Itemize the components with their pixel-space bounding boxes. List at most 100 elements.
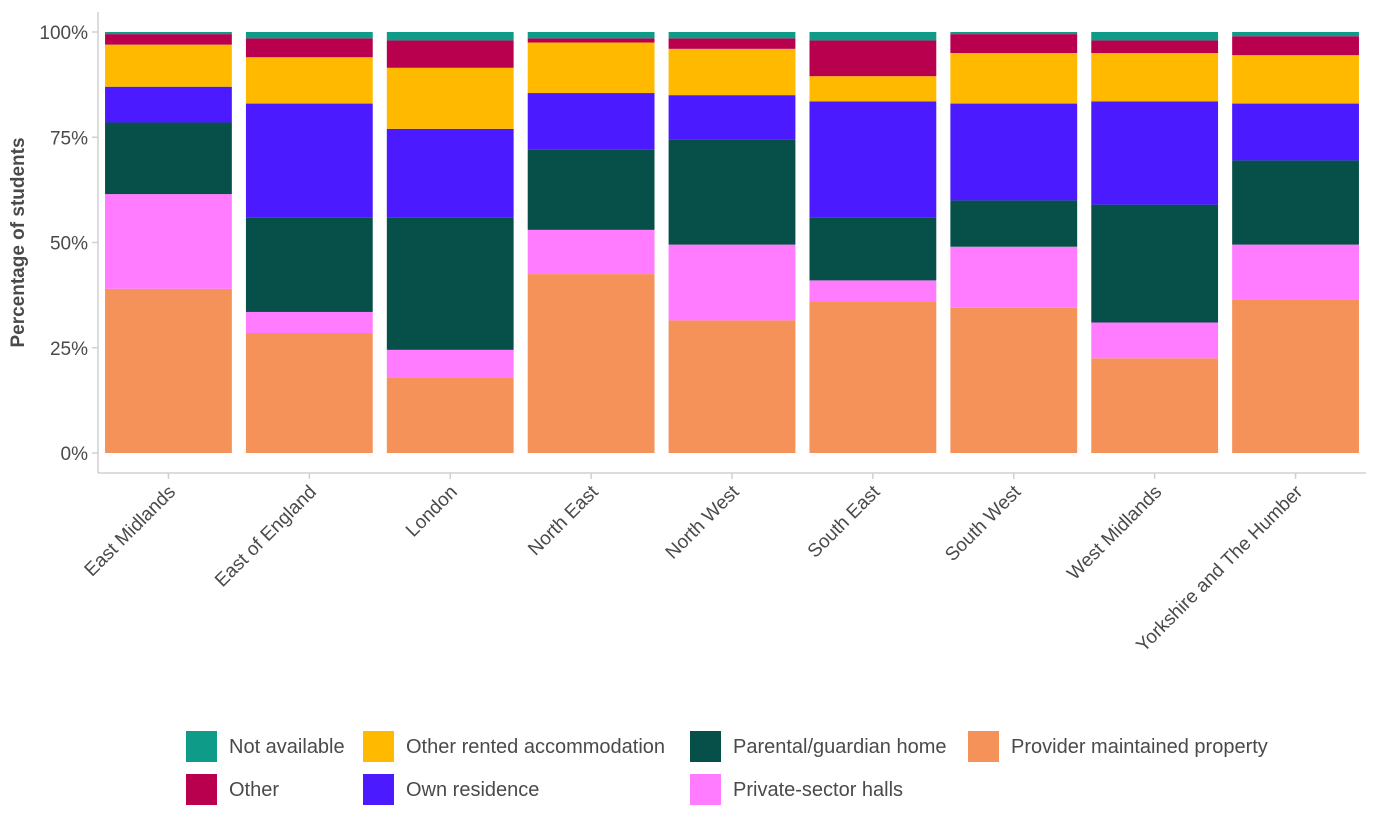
x-tick-label: Yorkshire and The Humber (1132, 481, 1307, 656)
bar-segment-parental-guardian-home (386, 217, 514, 350)
bar-segment-other (1232, 36, 1359, 56)
legend-swatch (363, 774, 394, 805)
bar-stack-yorkshire-and-the-humber (1232, 32, 1359, 453)
bar-segment-other-rented-accommodation (950, 53, 1078, 104)
bar-segment-other (1091, 40, 1219, 54)
y-axis: 0% 25% 50% 75% 100% Percentage of students (8, 12, 99, 473)
legend: Not available Other rented accommodation P… (186, 731, 1268, 805)
x-tick-label: West Midlands (1063, 482, 1166, 585)
legend-item-parental-guardian-home: Parental/guardian home (690, 731, 946, 762)
legend-label: Other rented accommodation (406, 736, 665, 758)
bar-segment-provider-maintained-property (105, 288, 232, 453)
bar-segment-other-rented-accommodation (1232, 55, 1359, 104)
bar-segment-own-residence (527, 93, 655, 150)
legend-label: Not available (229, 736, 345, 758)
bar-segment-provider-maintained-property (1232, 299, 1359, 453)
legend-item-not-available: Not available (186, 731, 345, 762)
bar-segment-provider-maintained-property (809, 301, 937, 453)
bar-segment-parental-guardian-home (1232, 160, 1359, 245)
bar-segment-other-rented-accommodation (386, 67, 514, 129)
bar-stack-london (386, 32, 514, 453)
legend-swatch (690, 774, 721, 805)
bar-segment-own-residence (668, 95, 796, 140)
bar-segment-private-sector-halls (950, 246, 1078, 308)
bar-segment-other (105, 34, 232, 45)
legend-swatch (186, 774, 217, 805)
bar-segment-not-available (386, 32, 514, 41)
bar-segment-private-sector-halls (527, 229, 655, 275)
bar-segment-provider-maintained-property (527, 274, 655, 453)
bar-segment-other (668, 38, 796, 49)
bar-stack-south-east (809, 32, 937, 453)
bar-segment-own-residence (386, 128, 514, 218)
bar-segment-private-sector-halls (1091, 322, 1219, 359)
bar-segment-provider-maintained-property (1091, 358, 1219, 453)
y-axis-title: Percentage of students (8, 137, 29, 347)
legend-item-other: Other (186, 774, 279, 805)
bar-segment-other-rented-accommodation (527, 42, 655, 94)
bar-segment-private-sector-halls (245, 311, 373, 334)
bar-segment-provider-maintained-property (245, 333, 373, 453)
bar-segment-other (809, 40, 937, 77)
legend-item-own-residence: Own residence (363, 774, 539, 805)
y-tick-label: 25% (50, 339, 88, 360)
bar-segment-not-available (950, 32, 1078, 35)
bar-segment-private-sector-halls (1232, 244, 1359, 300)
bar-stack-south-west (950, 32, 1078, 453)
legend-swatch (968, 731, 999, 762)
bar-segment-parental-guardian-home (1091, 204, 1219, 323)
bars (105, 32, 1359, 453)
y-tick-label: 50% (50, 234, 88, 255)
bar-segment-own-residence (809, 101, 937, 218)
bar-segment-provider-maintained-property (668, 320, 796, 453)
bar-segment-other-rented-accommodation (245, 57, 373, 104)
bar-segment-own-residence (245, 103, 373, 218)
bar-segment-not-available (105, 32, 232, 35)
legend-item-private-sector-halls: Private-sector halls (690, 774, 903, 805)
x-tick-label: South East (804, 481, 885, 562)
x-tick-label: North West (662, 481, 744, 563)
bar-segment-provider-maintained-property (386, 377, 514, 453)
bar-stack-west-midlands (1091, 32, 1219, 453)
bar-segment-other-rented-accommodation (668, 48, 796, 96)
bar-segment-own-residence (1091, 101, 1219, 205)
legend-swatch (186, 731, 217, 762)
bar-segment-not-available (1091, 32, 1219, 41)
bar-segment-parental-guardian-home (809, 217, 937, 281)
legend-swatch (363, 731, 394, 762)
bar-stack-north-west (668, 32, 796, 453)
legend-label: Own residence (406, 779, 539, 801)
bar-segment-private-sector-halls (809, 280, 937, 302)
legend-label: Other (229, 779, 279, 801)
bar-stack-east-midlands (105, 32, 232, 453)
bar-segment-own-residence (105, 86, 232, 123)
bar-segment-not-available (1232, 32, 1359, 37)
bar-segment-not-available (527, 32, 655, 39)
legend-item-provider-maintained-property: Provider maintained property (968, 731, 1268, 762)
legend-label: Private-sector halls (733, 779, 903, 801)
x-tick-label: North East (524, 481, 603, 560)
bar-segment-not-available (809, 32, 937, 41)
legend-label: Parental/guardian home (733, 736, 946, 758)
y-tick-label: 75% (50, 128, 88, 149)
bar-segment-other (245, 38, 373, 58)
bar-segment-own-residence (950, 103, 1078, 201)
x-tick-label: East of England (211, 482, 321, 592)
legend-label: Provider maintained property (1011, 736, 1268, 758)
bar-segment-parental-guardian-home (527, 149, 655, 230)
bar-segment-other-rented-accommodation (809, 76, 937, 102)
bar-segment-parental-guardian-home (105, 122, 232, 195)
bar-segment-parental-guardian-home (950, 200, 1078, 247)
bar-segment-own-residence (1232, 103, 1359, 161)
bar-segment-parental-guardian-home (245, 217, 373, 312)
bar-segment-other (950, 34, 1078, 54)
bar-segment-other (527, 38, 655, 43)
bar-segment-private-sector-halls (105, 194, 232, 289)
x-tick-label: East Midlands (81, 482, 180, 581)
bar-segment-provider-maintained-property (950, 307, 1078, 453)
bar-segment-other-rented-accommodation (1091, 53, 1219, 102)
legend-item-other-rented-accommodation: Other rented accommodation (363, 731, 665, 762)
bar-segment-private-sector-halls (668, 244, 796, 321)
